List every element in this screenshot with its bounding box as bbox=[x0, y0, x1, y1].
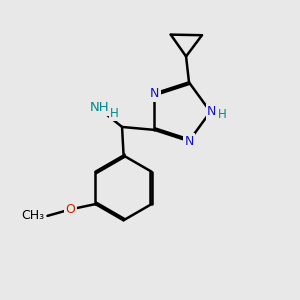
Text: H: H bbox=[110, 107, 118, 121]
Text: CH₃: CH₃ bbox=[21, 209, 44, 222]
Text: O: O bbox=[65, 203, 75, 216]
Text: H: H bbox=[218, 108, 227, 121]
Text: N: N bbox=[184, 135, 194, 148]
Text: NH: NH bbox=[90, 101, 109, 114]
Text: N: N bbox=[150, 87, 159, 100]
Text: N: N bbox=[207, 105, 217, 118]
